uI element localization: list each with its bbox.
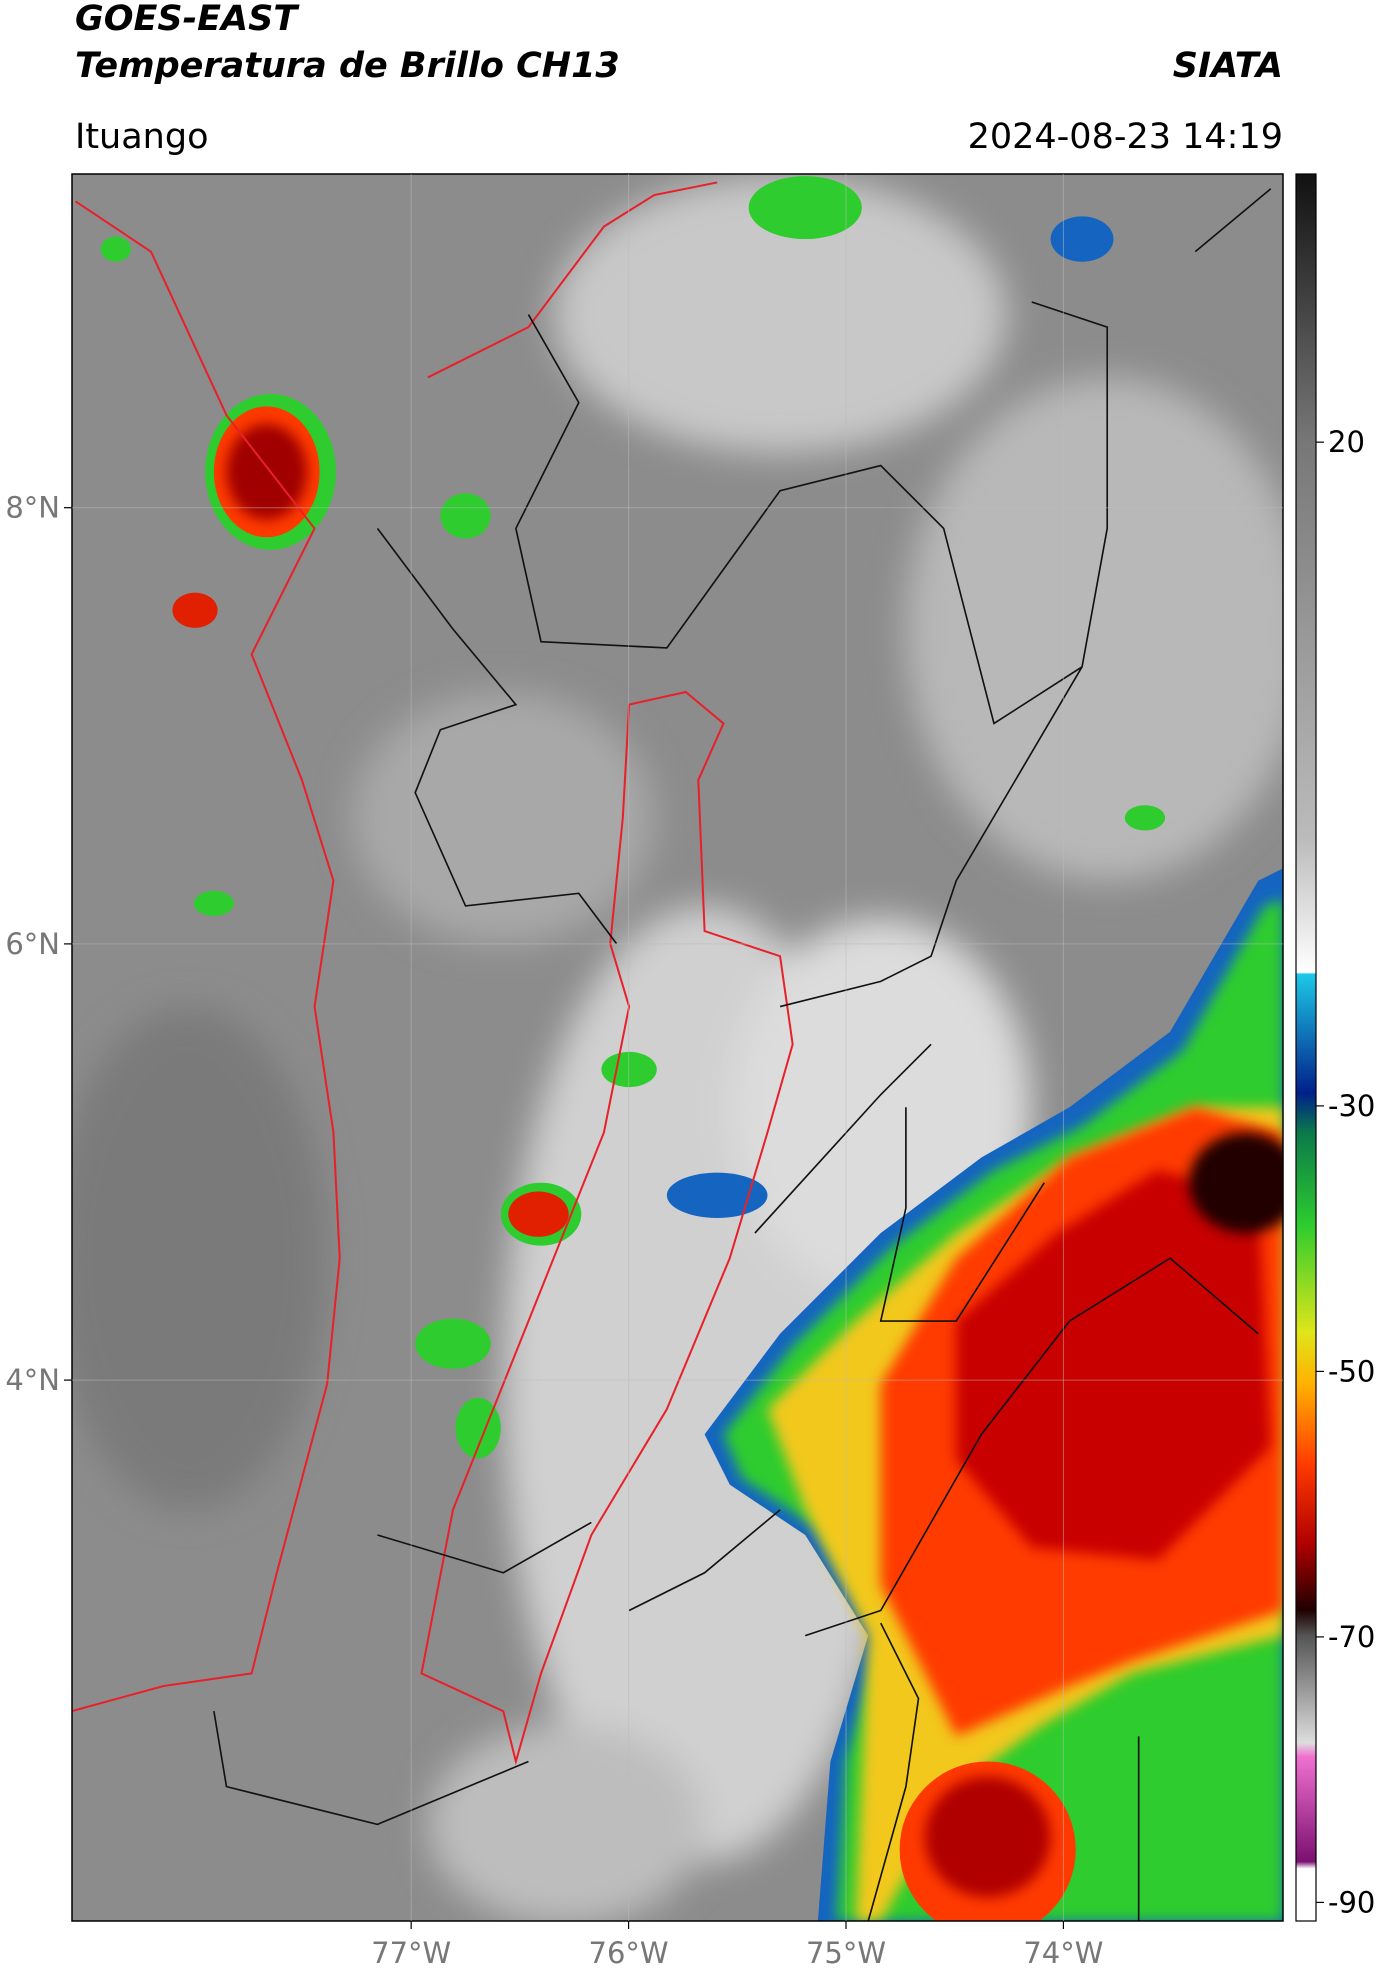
satellite-image	[72, 174, 1283, 1921]
x-tick-label: 74°W	[1023, 1936, 1103, 1970]
x-tick-label: 76°W	[589, 1936, 669, 1970]
datetime: 2024-08-23 14:19	[968, 117, 1283, 157]
organization: SIATA	[1173, 46, 1283, 86]
y-tick-label: 8°N	[5, 491, 60, 525]
y-tick-label: 6°N	[5, 927, 60, 961]
subtitle: Temperatura de Brillo CH13	[75, 46, 620, 86]
colorbar	[1295, 173, 1317, 1922]
location: Ituango	[75, 117, 209, 157]
y-tick-label: 4°N	[5, 1363, 60, 1397]
x-tick-label: 77°W	[371, 1936, 451, 1970]
colorbar-label: -70	[1328, 1620, 1375, 1654]
colorbar-label: -30	[1328, 1089, 1375, 1123]
colorbar-label: -50	[1328, 1354, 1375, 1388]
title: GOES-EAST	[75, 0, 300, 39]
x-tick-label: 75°W	[806, 1936, 886, 1970]
map-frame	[71, 173, 1284, 1922]
colorbar-label: -90	[1328, 1885, 1375, 1919]
colorbar-label: 20	[1328, 425, 1365, 459]
